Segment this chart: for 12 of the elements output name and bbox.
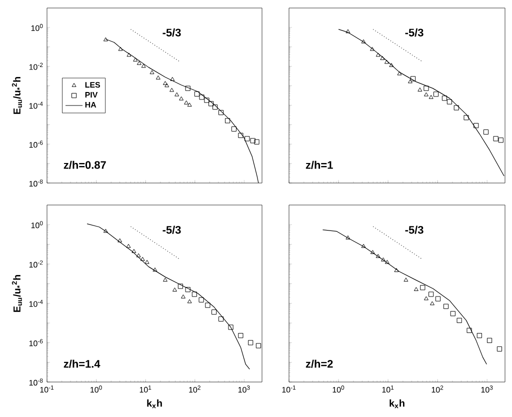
annotation: z/h=1 — [306, 160, 333, 169]
x-axis-title: k$_{x}$h — [147, 399, 162, 408]
annotation: z/h=2 — [306, 360, 333, 368]
annotation: -5/3 — [405, 226, 424, 234]
y-axis-title: E$_{uu}$/u$_{*}$$^{2}$h — [12, 77, 22, 114]
x-axis-title: k$_{x}$h — [390, 399, 404, 408]
annotation: -5/3 — [162, 226, 181, 234]
y-axis-title: E$_{uu}$/u$_{*}$$^{2}$h — [12, 275, 22, 312]
annotation: z/h=0.87 — [64, 160, 106, 169]
annotation: -5/3 — [162, 28, 181, 37]
annotation: -5/3 — [405, 28, 424, 37]
annotation: z/h=1.4 — [64, 360, 100, 368]
